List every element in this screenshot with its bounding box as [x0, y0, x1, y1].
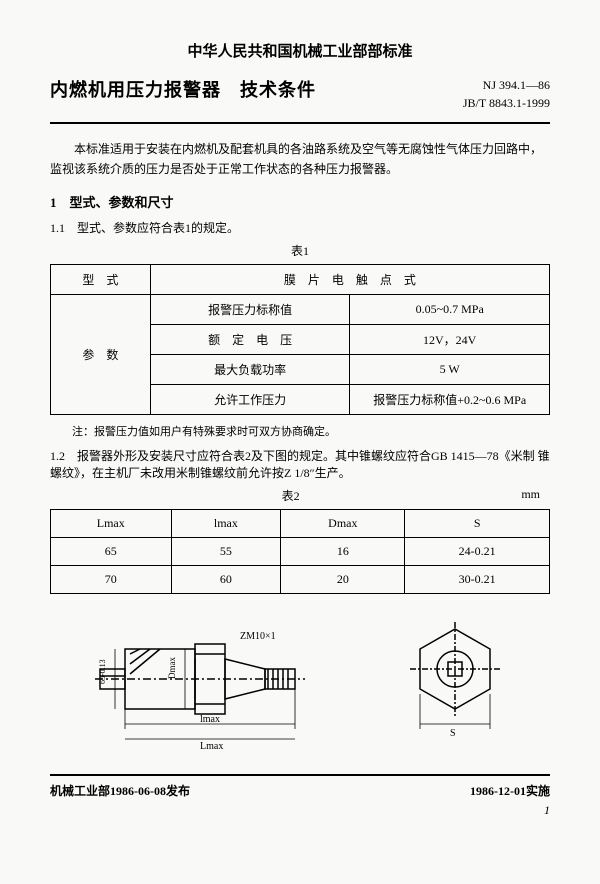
- table2-r0c2: 16: [281, 537, 405, 565]
- table1-caption: 表1: [50, 242, 550, 259]
- table1-r3-label: 允许工作压力: [150, 384, 350, 414]
- table2-r0c1: 55: [171, 537, 281, 565]
- dim-L: Lmax: [200, 741, 223, 752]
- dim-h: 65-0.13: [98, 659, 107, 684]
- table1-note: 注：报警压力值如用户有特殊要求时可双方协商确定。: [50, 423, 550, 439]
- table2-r1c0: 70: [51, 565, 172, 593]
- divider: [50, 122, 550, 124]
- subsection-1-1: 1.1 型式、参数应符合表1的规定。: [50, 219, 550, 236]
- footer-publish: 机械工业部1986-06-08发布: [50, 782, 190, 799]
- table1-header-contact: 膜 片 电 触 点 式: [150, 264, 549, 294]
- intro-paragraph: 本标准适用于安装在内燃机及配套机具的各油路系统及空气等无腐蚀性气体压力回路中，监…: [50, 139, 550, 180]
- table2-h0: Lmax: [51, 509, 172, 537]
- table2-unit: mm: [521, 487, 540, 504]
- technical-diagram: ZM10×1 lmax Lmax Dmax 65-0.13 S: [50, 614, 550, 754]
- table1-r2-label: 最大负载功率: [150, 354, 350, 384]
- dim-S: S: [450, 728, 456, 739]
- table2-r0c0: 65: [51, 537, 172, 565]
- table2-caption: 表2: [282, 487, 300, 504]
- table1-header-type: 型 式: [51, 264, 151, 294]
- page-number: 1: [50, 803, 550, 818]
- main-title: 内燃机用压力报警器 技术条件: [50, 76, 316, 102]
- table2-r0c3: 24-0.21: [405, 537, 550, 565]
- dim-thread: ZM10×1: [240, 631, 276, 642]
- table2-h1: lmax: [171, 509, 281, 537]
- table1-r2-value: 5 W: [350, 354, 550, 384]
- table2-h3: S: [405, 509, 550, 537]
- dim-l: lmax: [200, 714, 220, 725]
- table1-r1-value: 12V，24V: [350, 324, 550, 354]
- table1-r3-value: 报警压力标称值+0.2~0.6 MPa: [350, 384, 550, 414]
- table1-r0-value: 0.05~0.7 MPa: [350, 294, 550, 324]
- subsection-1-2: 1.2 报警器外形及安装尺寸应符合表2及下图的规定。其中锥螺纹应符合GB 141…: [50, 447, 550, 481]
- table1-r0-label: 报警压力标称值: [150, 294, 350, 324]
- dim-D: Dmax: [167, 656, 177, 678]
- table2-r1c2: 20: [281, 565, 405, 593]
- table1-param-label: 参 数: [51, 294, 151, 414]
- table-1: 型 式 膜 片 电 触 点 式 参 数 报警压力标称值 0.05~0.7 MPa…: [50, 264, 550, 415]
- org-title: 中华人民共和国机械工业部部标准: [50, 40, 550, 61]
- footer-effective: 1986-12-01实施: [470, 782, 550, 799]
- table2-h2: Dmax: [281, 509, 405, 537]
- footer-divider: [50, 774, 550, 776]
- standard-code-1: NJ 394.1—86: [463, 76, 550, 94]
- table-2: Lmax lmax Dmax S 65 55 16 24-0.21 70 60 …: [50, 509, 550, 594]
- table1-r1-label: 额 定 电 压: [150, 324, 350, 354]
- table2-r1c1: 60: [171, 565, 281, 593]
- section-1-title: 1 型式、参数和尺寸: [50, 192, 550, 211]
- standard-code-2: JB/T 8843.1-1999: [463, 94, 550, 112]
- table2-r1c3: 30-0.21: [405, 565, 550, 593]
